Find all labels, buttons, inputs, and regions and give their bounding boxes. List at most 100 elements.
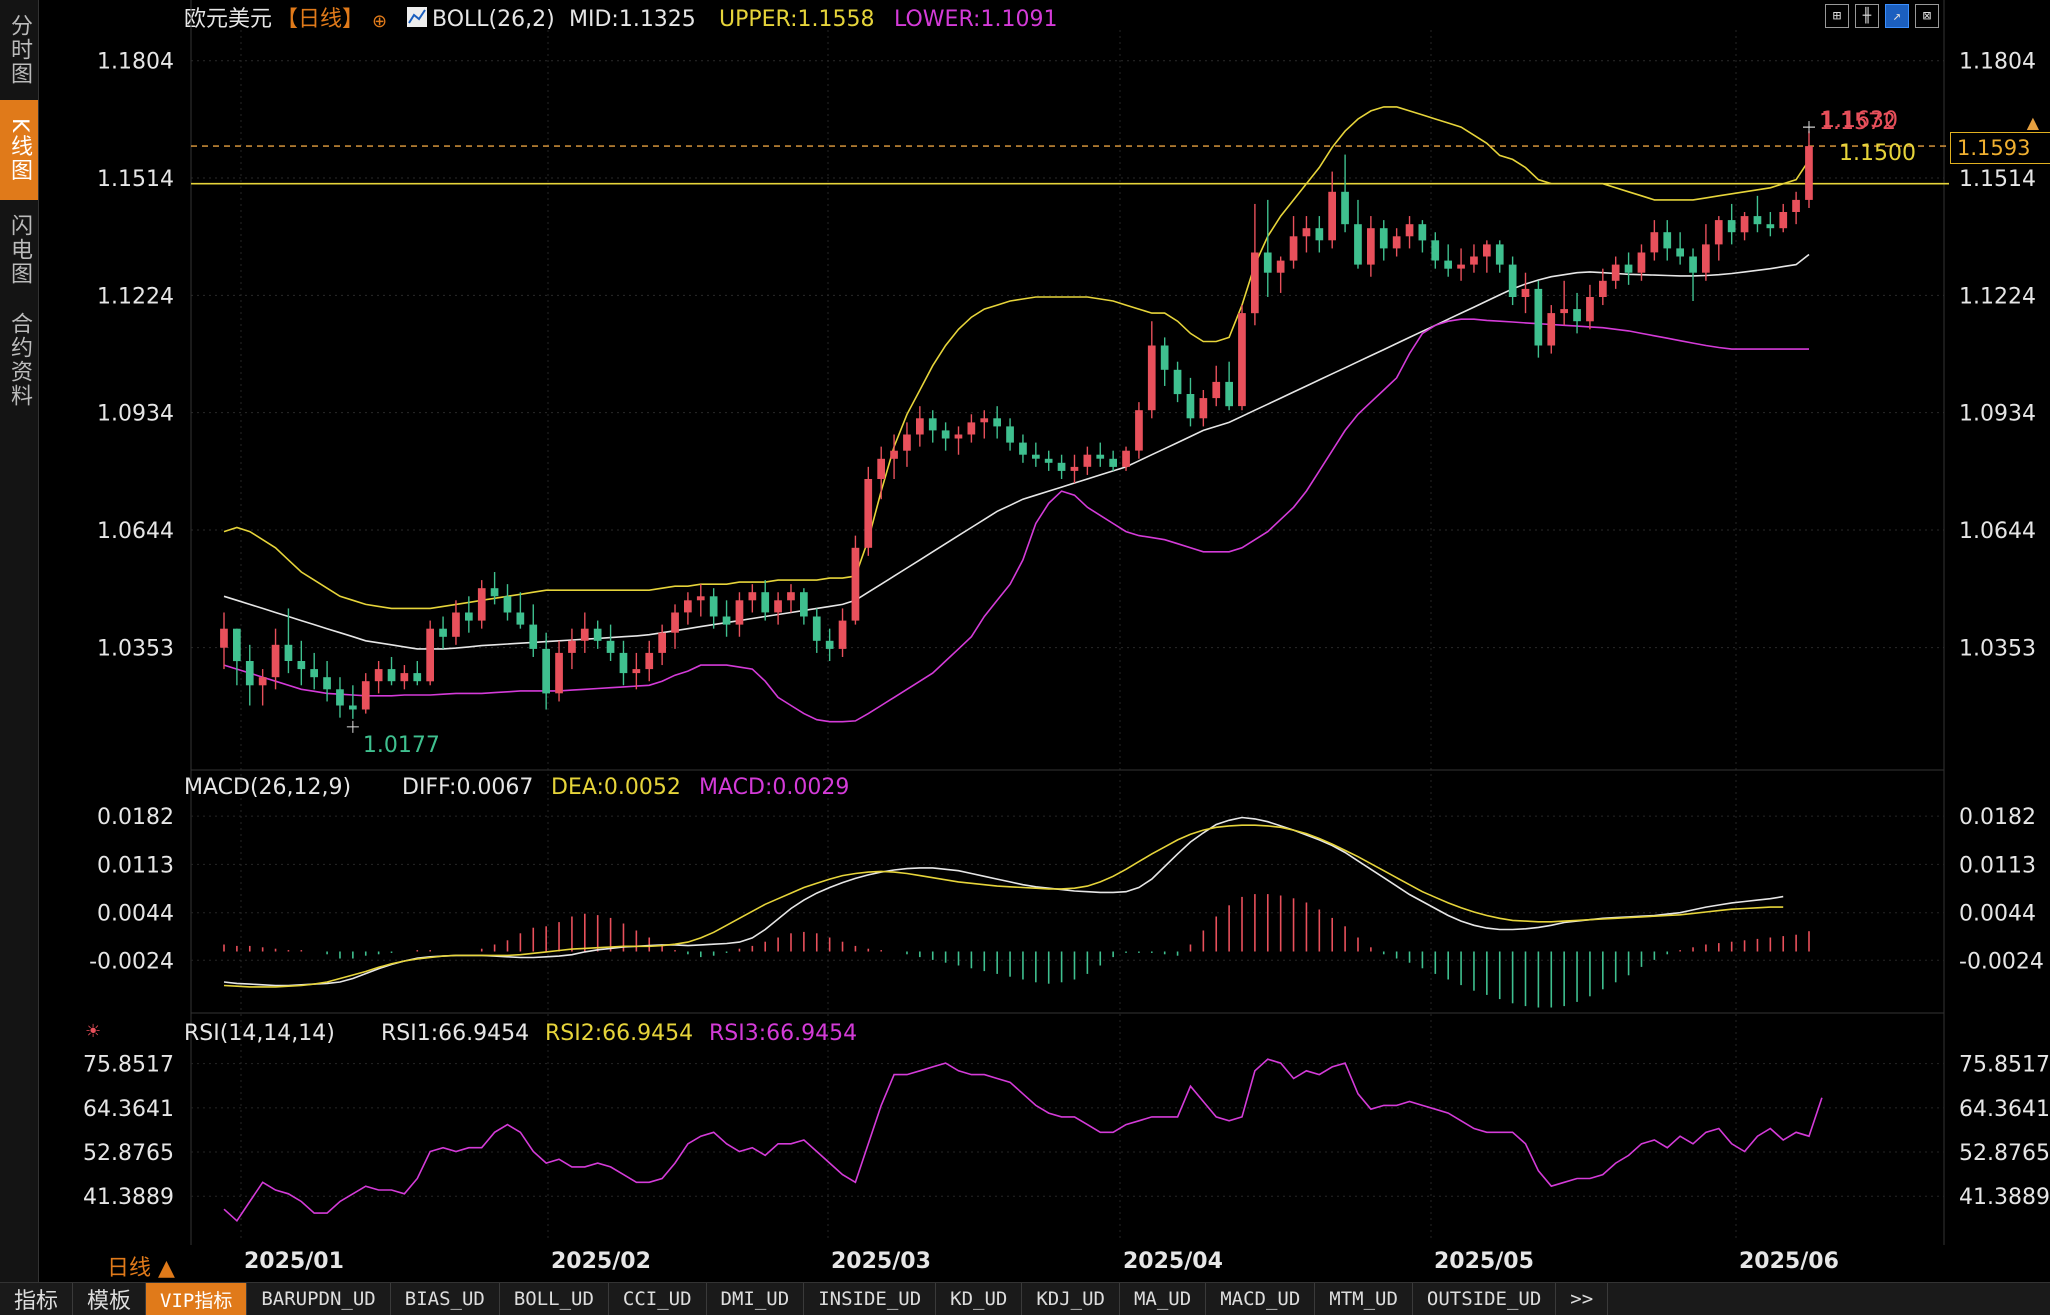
candle-body xyxy=(542,648,550,694)
bottom-tab-bias-ud[interactable]: BIAS_UD xyxy=(391,1283,500,1315)
candle-body xyxy=(1379,228,1388,249)
main-y-tick-left: 1.0644 xyxy=(97,519,174,544)
candle-body xyxy=(812,616,821,641)
candle-body xyxy=(220,628,228,648)
sidebar-tab-0[interactable]: 分时图 xyxy=(7,14,32,86)
x-tick-label: 2025/02 xyxy=(551,1249,651,1274)
candle-body xyxy=(1160,345,1169,370)
sidebar-tab-1[interactable]: K线图 xyxy=(0,100,38,200)
candle-body xyxy=(233,628,241,662)
main-y-tick-left: 1.0934 xyxy=(97,402,174,427)
boll-mid-value: MID:1.1325 xyxy=(569,7,696,32)
macd-y-tick-left: -0.0024 xyxy=(89,949,174,974)
candle-body xyxy=(722,616,731,625)
candle-body xyxy=(452,612,460,637)
candle-body xyxy=(761,592,770,613)
bottom-tab-mtm-ud[interactable]: MTM_UD xyxy=(1315,1283,1413,1315)
candle-body xyxy=(1470,256,1478,265)
candle-body xyxy=(903,434,911,451)
candle-body xyxy=(619,652,628,674)
candle-body xyxy=(671,612,679,633)
candle-body xyxy=(1302,228,1311,237)
candle-body xyxy=(1689,256,1697,273)
candle-body xyxy=(361,681,370,710)
candle-body xyxy=(1611,264,1620,281)
period-selector[interactable]: 日线 ▲ xyxy=(107,1256,175,1281)
candle-body xyxy=(1057,462,1066,471)
macd-y-tick-left: 0.0044 xyxy=(97,902,174,927)
bottom-tab-inside-ud[interactable]: INSIDE_UD xyxy=(804,1283,937,1315)
main-y-tick-right: 1.0353 xyxy=(1959,637,2036,662)
bottom-tab-vip-[interactable]: VIP指标 xyxy=(146,1283,248,1315)
candle-body xyxy=(658,632,666,653)
candle-body xyxy=(1534,288,1543,346)
bottom-tab-outside-ud[interactable]: OUTSIDE_UD xyxy=(1413,1283,1557,1315)
main-y-tick-left: 1.0353 xyxy=(97,637,174,662)
candle-body xyxy=(284,644,293,661)
candle-body xyxy=(890,450,898,459)
candle-body xyxy=(606,640,615,653)
sidebar: 分时图 K线图闪电图合约资料 xyxy=(0,0,39,1282)
boll-upper-value: UPPER:1.1558 xyxy=(719,7,875,32)
candle-body xyxy=(1328,191,1336,241)
rsi-legend-rsi3: RSI3:66.9454 xyxy=(709,1021,857,1046)
bottom-tab-barupdn-ud[interactable]: BARUPDN_UD xyxy=(247,1283,391,1315)
bottom-tab-dmi-ud[interactable]: DMI_UD xyxy=(707,1283,805,1315)
candle-body xyxy=(387,669,396,682)
add-icon[interactable]: ⊕ xyxy=(372,11,387,32)
candle-body xyxy=(1096,454,1105,459)
bottom-tab-boll-ud[interactable]: BOLL_UD xyxy=(500,1283,609,1315)
rsi-y-tick-right: 41.3889 xyxy=(1959,1185,2050,1210)
main-y-tick-right: 1.0934 xyxy=(1959,402,2036,427)
candle-body xyxy=(426,628,434,682)
candle-body xyxy=(1457,264,1465,269)
candle-body xyxy=(632,669,641,674)
chart-svg[interactable]: 欧元美元 【日线】 ⊕ BOLL(26,2) MID:1.1325 UPPER:… xyxy=(39,0,2050,1282)
candle-body xyxy=(735,600,744,625)
bottom-tab-macd-ud[interactable]: MACD_UD xyxy=(1206,1283,1316,1315)
candle-body xyxy=(1624,264,1633,273)
candle-body xyxy=(349,705,357,710)
rsi-y-tick-left: 64.3641 xyxy=(83,1097,174,1122)
candle-body xyxy=(1805,146,1813,200)
candle-body xyxy=(310,669,318,678)
boll-mid-line xyxy=(223,253,1810,650)
bottom-tab--[interactable]: >> xyxy=(1556,1283,1609,1315)
grid-layer xyxy=(190,0,1945,1245)
main-panel: 1.1572 1.0177 1.1630 xyxy=(191,106,2050,758)
sidebar-tab-2[interactable]: 闪电图 xyxy=(7,214,32,286)
bottom-tab-ma-ud[interactable]: MA_UD xyxy=(1120,1283,1207,1315)
boll-lower-value: LOWER:1.1091 xyxy=(894,7,1057,32)
bottom-tab--[interactable]: 指标 xyxy=(0,1283,74,1315)
rsi-legend-rsi1: RSI1:66.9454 xyxy=(381,1021,529,1046)
candle-body xyxy=(465,612,473,621)
candle-body xyxy=(967,422,976,435)
sidebar-tab-3[interactable]: 合约资料 xyxy=(7,312,32,408)
axes-layer: 1.1804 1.1804 1.1514 1.1514 1.1224 1.1224 1.09… xyxy=(83,50,2050,1274)
candle-body xyxy=(1251,252,1259,314)
toolbar-icons: ⊞ ╫ ↗ ⊠ xyxy=(1825,4,1939,28)
rsi-y-tick-left: 75.8517 xyxy=(83,1053,174,1078)
candle-body xyxy=(1663,232,1672,249)
candle-body xyxy=(1122,450,1130,467)
chart-area[interactable]: 欧元美元 【日线】 ⊕ BOLL(26,2) MID:1.1325 UPPER:… xyxy=(39,0,2050,1282)
bottom-tab-kdj-ud[interactable]: KDJ_UD xyxy=(1022,1283,1120,1315)
grid-icon[interactable]: ⊞ xyxy=(1825,4,1849,28)
candle-body xyxy=(1225,381,1233,407)
candle-body xyxy=(774,600,782,613)
line-chart-icon[interactable]: ↗ xyxy=(1885,4,1909,28)
candle-body xyxy=(1508,264,1517,297)
macd-y-tick-right: -0.0024 xyxy=(1959,949,2044,974)
bottom-tab-kd-ud[interactable]: KD_UD xyxy=(936,1283,1023,1315)
close-box-icon[interactable]: ⊠ xyxy=(1915,4,1939,28)
bottom-tab--[interactable]: 模板 xyxy=(73,1283,147,1315)
main-y-tick-right: 1.1804 xyxy=(1959,50,2036,75)
bottom-tab-cci-ud[interactable]: CCI_UD xyxy=(609,1283,707,1315)
main-y-tick-left: 1.1224 xyxy=(97,284,174,309)
macd-dea-line xyxy=(223,824,1784,988)
candle-body xyxy=(568,640,576,653)
candle-icon[interactable]: ╫ xyxy=(1855,4,1879,28)
candle-body xyxy=(1199,398,1208,419)
candle-body xyxy=(696,596,705,601)
candle-body xyxy=(1431,240,1440,261)
